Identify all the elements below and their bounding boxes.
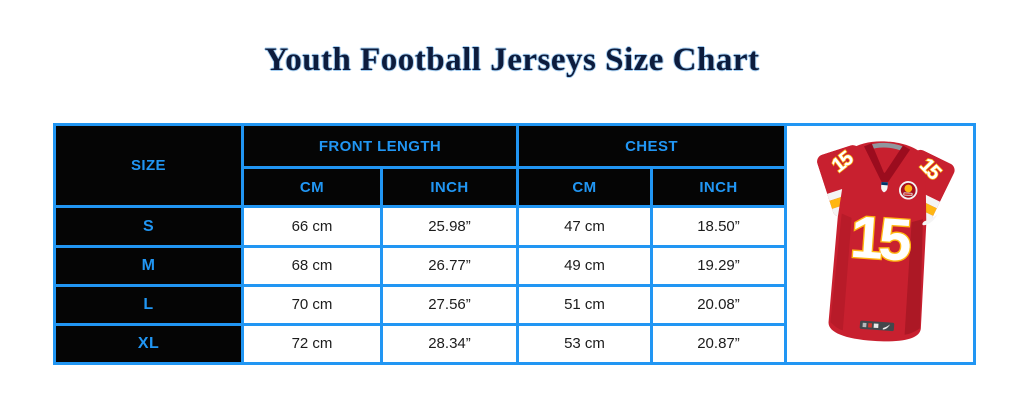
jersey-image: 15 15 15 — [814, 141, 957, 342]
chest-inch-cell: 20.08” — [650, 283, 787, 326]
subheader-front-inch: INCH — [380, 166, 519, 209]
jersey-vneck-trim — [863, 143, 910, 185]
table-row-xl: XL 72 cm 28.34” 53 cm 20.87” — [53, 322, 975, 366]
col-header-chest: CHEST — [516, 122, 787, 170]
chest-inch-cell: 19.29” — [650, 244, 787, 287]
chest-cm-cell: 47 cm — [516, 205, 653, 248]
jersey-cell: 15 15 15 — [784, 123, 976, 365]
table-row-s: S 66 cm 25.98” 47 cm 18.50” — [53, 205, 975, 248]
jersey-number: 15 — [848, 203, 913, 274]
front-length-cm-cell: 68 cm — [241, 244, 383, 287]
col-header-size: SIZE — [53, 122, 244, 209]
jersey-collar-back — [865, 142, 908, 153]
front-length-cm-cell: 66 cm — [241, 205, 383, 248]
front-length-inch-cell: 25.98” — [380, 205, 519, 248]
chest-inch-cell: 18.50” — [650, 205, 787, 248]
nike-swoosh-icon — [921, 214, 938, 226]
front-length-cm-cell: 72 cm — [241, 322, 383, 366]
header-row-groups: SIZE FRONT LENGTH CHEST — [53, 122, 976, 365]
jersey-chest-patch — [898, 181, 917, 200]
front-length-cm-cell: 70 cm — [241, 283, 383, 326]
size-cell: XL — [53, 322, 244, 366]
subheader-chest-cm: CM — [516, 166, 653, 209]
size-cell: M — [53, 244, 244, 287]
jersey-side-shade — [904, 219, 923, 335]
chest-cm-cell: 51 cm — [516, 283, 653, 326]
chest-cm-cell: 53 cm — [516, 322, 653, 366]
nfl-shield-icon — [880, 181, 888, 193]
page-title: Youth Football Jerseys Size Chart — [264, 42, 760, 78]
chest-cm-cell: 49 cm — [516, 244, 653, 287]
front-length-inch-cell: 27.56” — [380, 283, 519, 326]
subheader-front-cm: CM — [241, 166, 383, 209]
front-length-inch-cell: 26.77” — [380, 244, 519, 287]
size-chart-table: SIZE FRONT LENGTH CHEST — [53, 122, 976, 366]
chest-inch-cell: 20.87” — [650, 322, 787, 366]
table-row-l: L 70 cm 27.56” 51 cm 20.08” — [53, 283, 975, 326]
size-cell: S — [53, 205, 244, 248]
jersey-jock-tag — [859, 320, 894, 332]
jersey-side-shade-left — [829, 213, 852, 331]
size-cell: L — [53, 283, 244, 326]
subheader-chest-inch: INCH — [650, 166, 787, 209]
table-row-m: M 68 cm 26.77” 49 cm 19.29” — [53, 244, 975, 287]
col-header-front-length: FRONT LENGTH — [241, 122, 519, 170]
header-row-units: CM INCH CM INCH — [55, 166, 975, 209]
front-length-inch-cell: 28.34” — [380, 322, 519, 366]
